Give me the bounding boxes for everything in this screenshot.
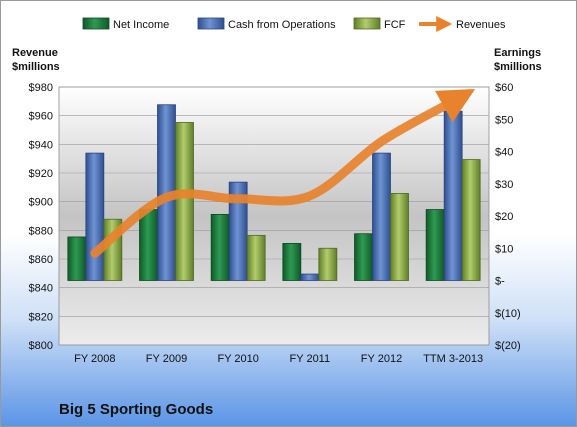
legend-label-revenues: Revenues [456,19,506,31]
fcf-bar [461,159,481,281]
category-label: FY 2011 [290,353,331,365]
left-tick-label: $940 [29,139,53,151]
fcf-bar [246,234,266,281]
right-tick-label: $50 [495,114,513,126]
left-tick-label: $800 [29,340,53,352]
right-tick-label: $20 [495,211,513,223]
legend-swatch-cash-from-operations [197,17,225,30]
right-tick-label: $30 [495,179,513,191]
right-axis-title-line2: $millions [494,61,542,73]
legend-label-fcf: FCF [384,19,406,31]
right-tick-label: $- [495,276,505,288]
cash-from-operations-bar [300,273,320,281]
left-tick-label: $840 [29,283,53,295]
right-tick-label: $(10) [495,308,521,320]
category-label: FY 2012 [361,353,402,365]
left-tick-label: $920 [29,168,53,180]
revenue-series-line [90,89,476,258]
fcf-bar [390,193,409,281]
legend-swatch-fcf [353,17,381,30]
right-tick-label: $60 [495,82,513,94]
cash-from-operations-bar [372,152,391,281]
right-axis-title-line1: Earnings [494,47,541,59]
left-tick-label: $900 [29,197,53,209]
net-income-bar [210,213,230,281]
chart-title: Big 5 Sporting Goods [59,401,213,418]
right-axis-ticks: $(20) $(10) $- $10 $20 $30 $40 $50 $60 [495,82,521,352]
legend-swatch-net-income [82,17,110,30]
right-tick-label: $40 [495,147,513,159]
net-income-bar [425,209,445,281]
left-axis-title-line1: Revenue [12,47,58,59]
right-tick-label: $10 [495,243,513,255]
net-income-bar [139,209,158,281]
left-tick-label: $860 [29,254,53,266]
legend-item-net-income: Net Income [82,17,169,31]
legend-item-cash-from-operations: Cash from Operations [197,17,336,31]
cash-from-operations-bar [443,110,463,281]
left-tick-label: $820 [29,311,53,323]
legend-item-fcf: FCF [353,17,406,31]
cash-from-operations-bar [85,152,105,281]
category-label: FY 2010 [217,353,258,365]
legend-label-net-income: Net Income [113,19,169,31]
net-income-bar [354,233,373,281]
left-tick-label: $960 [29,111,53,123]
category-axis: FY 2008 FY 2009 FY 2010 FY 2011 FY 2012 TTM 3… [74,353,483,365]
fcf-bar [318,247,338,281]
left-axis-ticks: $800 $820 $840 $860 $880 $900 $920 $940 $960 $980 [29,82,53,352]
category-label: TTM 3-2013 [423,353,483,365]
legend-label-cash-from-operations: Cash from Operations [228,19,336,31]
fcf-bar [175,122,194,281]
cash-from-operations-bar [228,181,248,281]
left-axis-title-line2: $millions [12,61,60,73]
legend-item-revenues: Revenues [419,16,506,32]
legend: Net Income Cash from Operations FCF Reve… [82,16,506,32]
revenue-line [90,89,476,258]
net-income-bar [282,243,302,281]
net-income-bar [67,236,87,281]
left-tick-label: $980 [29,82,53,94]
right-tick-label: $(20) [495,340,521,352]
category-label: FY 2008 [74,353,115,365]
left-tick-label: $880 [29,225,53,237]
plot-area [58,86,490,346]
category-label: FY 2009 [146,353,187,365]
bars [67,104,481,281]
